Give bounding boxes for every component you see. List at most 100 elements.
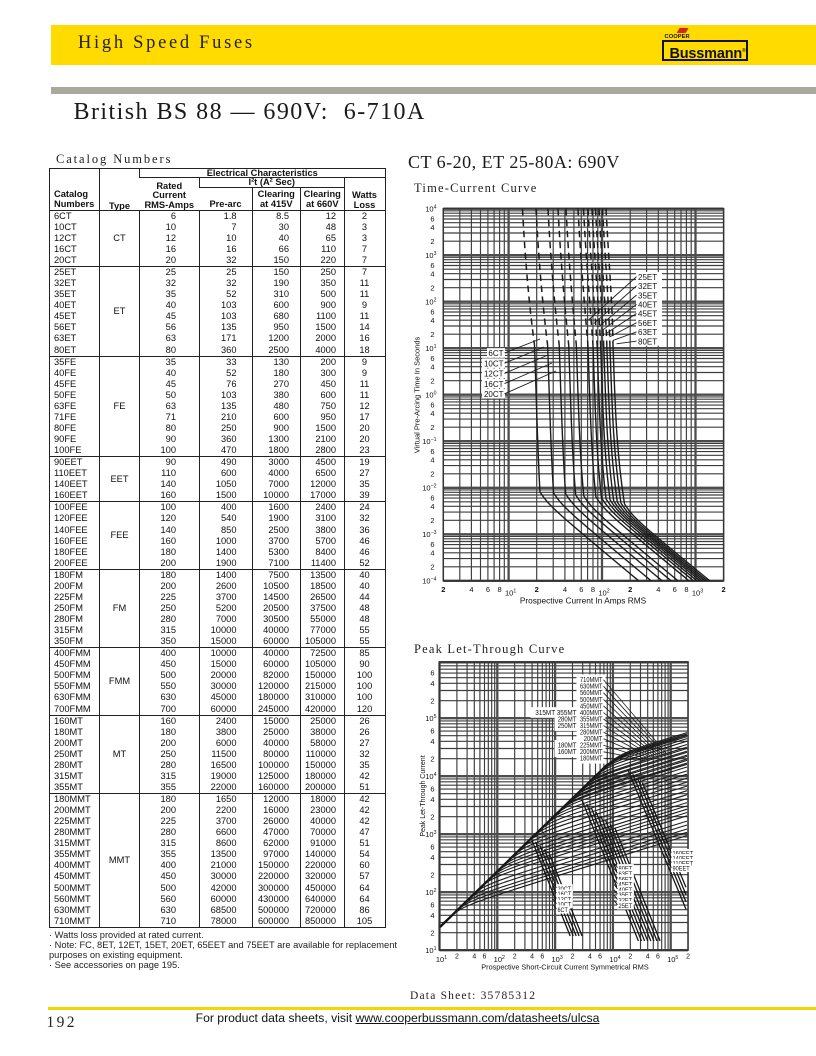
svg-text:Peak Let-Through Current: Peak Let-Through Current <box>420 755 427 836</box>
svg-text:90EET: 90EET <box>673 866 690 873</box>
svg-text:102: 102 <box>425 888 436 897</box>
svg-text:280MMT: 280MMT <box>580 730 603 737</box>
svg-text:Prospective Current In Amps RM: Prospective Current In Amps RMS <box>520 596 647 606</box>
svg-text:10−2: 10−2 <box>422 483 436 492</box>
svg-text:2: 2 <box>430 812 434 821</box>
svg-text:4: 4 <box>472 954 476 961</box>
svg-text:6CT: 6CT <box>488 349 503 358</box>
svg-text:180MMT: 180MMT <box>580 756 603 763</box>
svg-text:4: 4 <box>563 585 567 594</box>
svg-text:450MMT: 450MMT <box>580 703 603 710</box>
svg-text:200MT: 200MT <box>584 736 603 743</box>
svg-text:2: 2 <box>628 585 632 594</box>
svg-text:2: 2 <box>722 585 726 594</box>
svg-text:45ET: 45ET <box>619 882 633 889</box>
svg-text:2: 2 <box>430 516 434 525</box>
svg-text:20CT: 20CT <box>484 390 504 399</box>
svg-text:4: 4 <box>646 954 650 961</box>
svg-text:2: 2 <box>430 376 434 385</box>
svg-text:4: 4 <box>430 362 434 371</box>
svg-text:6: 6 <box>430 901 434 910</box>
svg-text:12CT: 12CT <box>558 896 572 903</box>
svg-text:4: 4 <box>530 954 534 961</box>
svg-text:10−3: 10−3 <box>422 530 436 539</box>
svg-text:6: 6 <box>430 354 434 363</box>
svg-text:6: 6 <box>598 954 602 961</box>
svg-text:4: 4 <box>430 455 434 464</box>
svg-text:101: 101 <box>505 588 516 597</box>
svg-text:160MT: 160MT <box>558 749 577 756</box>
svg-text:102: 102 <box>425 297 436 306</box>
svg-text:6: 6 <box>483 954 487 961</box>
svg-text:4: 4 <box>430 316 434 325</box>
svg-text:180MT: 180MT <box>558 743 577 750</box>
svg-text:12CT: 12CT <box>484 370 504 379</box>
svg-text:32ET: 32ET <box>638 282 657 291</box>
svg-text:2: 2 <box>430 696 434 705</box>
svg-text:315MT 355MT: 315MT 355MT <box>535 710 577 717</box>
svg-text:8: 8 <box>498 585 502 594</box>
svg-text:6: 6 <box>430 401 434 410</box>
svg-text:20CT: 20CT <box>558 886 572 893</box>
svg-text:102: 102 <box>494 955 505 964</box>
svg-text:6: 6 <box>579 585 583 594</box>
svg-text:4: 4 <box>430 409 434 418</box>
svg-text:104: 104 <box>609 955 620 964</box>
svg-text:2: 2 <box>441 585 445 594</box>
svg-text:500MMT: 500MMT <box>580 697 603 704</box>
svg-text:10−4: 10−4 <box>422 576 436 585</box>
svg-text:4: 4 <box>430 502 434 511</box>
svg-text:6: 6 <box>673 585 677 594</box>
svg-text:45ET: 45ET <box>638 310 657 319</box>
svg-text:35ET: 35ET <box>638 291 657 300</box>
svg-text:6: 6 <box>430 215 434 224</box>
svg-text:355MMT: 355MMT <box>580 716 603 723</box>
svg-text:35ET: 35ET <box>619 892 633 899</box>
svg-text:105: 105 <box>425 714 436 723</box>
svg-text:56ET: 56ET <box>638 319 657 328</box>
svg-text:63ET: 63ET <box>638 328 657 337</box>
svg-text:100: 100 <box>425 390 436 399</box>
svg-text:6: 6 <box>430 727 434 736</box>
svg-text:2: 2 <box>430 237 434 246</box>
svg-text:2: 2 <box>430 330 434 339</box>
svg-text:4: 4 <box>588 954 592 961</box>
svg-text:4: 4 <box>430 853 434 862</box>
svg-text:10CT: 10CT <box>484 359 504 368</box>
svg-text:4: 4 <box>430 269 434 278</box>
svg-text:2: 2 <box>430 562 434 571</box>
svg-text:2: 2 <box>430 469 434 478</box>
svg-text:4: 4 <box>430 679 434 688</box>
svg-text:103: 103 <box>551 955 562 964</box>
svg-text:6: 6 <box>430 540 434 549</box>
svg-text:6: 6 <box>430 261 434 270</box>
svg-text:6: 6 <box>430 785 434 794</box>
svg-text:56ET: 56ET <box>619 876 633 883</box>
svg-text:103: 103 <box>692 588 703 597</box>
svg-text:2: 2 <box>535 585 539 594</box>
svg-text:25ET: 25ET <box>619 903 633 910</box>
svg-text:104: 104 <box>425 772 436 781</box>
svg-text:6: 6 <box>656 954 660 961</box>
svg-text:2: 2 <box>430 423 434 432</box>
svg-text:4: 4 <box>469 585 473 594</box>
svg-text:6: 6 <box>430 669 434 678</box>
svg-text:2: 2 <box>430 283 434 292</box>
svg-text:225MMT: 225MMT <box>580 743 603 750</box>
svg-text:315MMT: 315MMT <box>580 723 603 730</box>
svg-text:280MT: 280MT <box>558 716 577 723</box>
svg-text:2: 2 <box>430 870 434 879</box>
svg-text:2: 2 <box>513 954 517 961</box>
svg-text:6: 6 <box>540 954 544 961</box>
svg-text:400MMT: 400MMT <box>580 710 603 717</box>
svg-text:4: 4 <box>430 223 434 232</box>
svg-text:2: 2 <box>430 928 434 937</box>
svg-text:630MMT: 630MMT <box>580 684 603 691</box>
svg-text:104: 104 <box>425 204 436 213</box>
svg-text:101: 101 <box>425 946 436 955</box>
svg-text:4: 4 <box>430 911 434 920</box>
svg-text:10−1: 10−1 <box>422 437 436 446</box>
svg-text:6: 6 <box>430 843 434 852</box>
svg-text:Prospective Short-Circuit Curr: Prospective Short-Circuit Current Symmet… <box>481 963 649 972</box>
svg-text:40ET: 40ET <box>638 301 657 310</box>
